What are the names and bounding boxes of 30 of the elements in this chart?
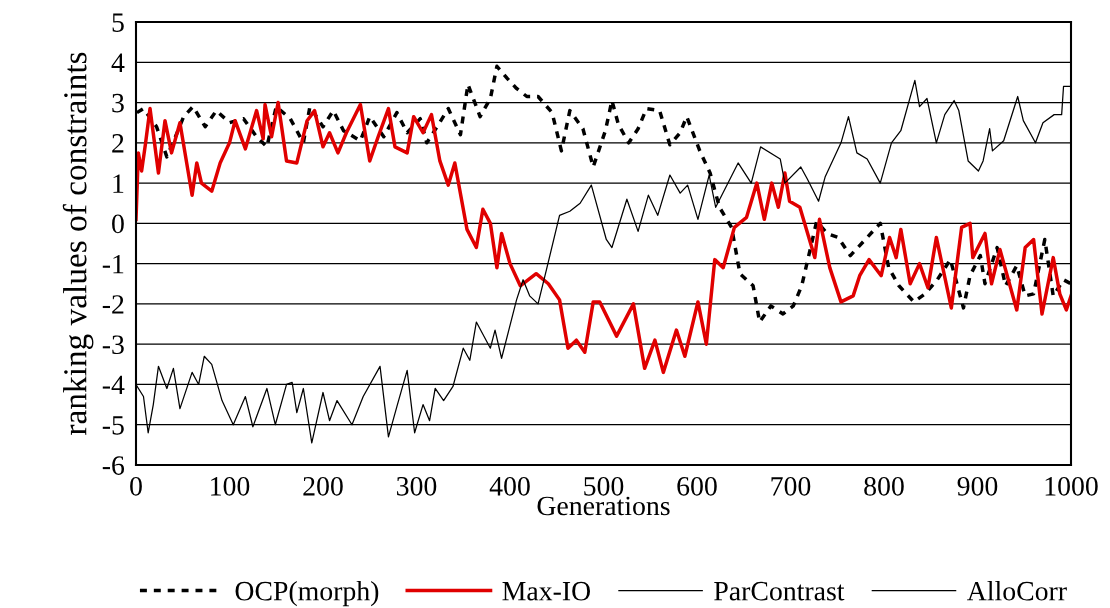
x-tick-label: 200: [303, 476, 343, 496]
y-tick-label: 5: [112, 13, 124, 32]
y-tick-label: -3: [102, 335, 124, 355]
x-tick-label: 0: [130, 476, 142, 496]
y-tick-label: 3: [112, 93, 124, 113]
x-tick-label: 600: [677, 476, 717, 496]
y-tick-label: 0: [112, 214, 124, 234]
y-tick-label: 1: [113, 174, 124, 193]
x-tick-label: 400: [489, 476, 530, 496]
legend-label: OCP(morph): [235, 580, 379, 607]
y-tick-label: 2: [112, 134, 124, 153]
x-tick-label: 300: [396, 476, 437, 496]
y-tick-label: 4: [111, 53, 125, 72]
legend-label: AlloCorr: [967, 580, 1067, 601]
line-series: [136, 100, 1071, 375]
y-tick-label: -5: [102, 416, 124, 435]
y-tick-label: -2: [102, 295, 124, 314]
legend-label: ParContrast: [714, 581, 845, 601]
y-tick-label: -1: [102, 254, 124, 274]
x-tick-label: 700: [771, 476, 811, 496]
x-tick-label: 900: [957, 476, 998, 496]
x-tick-label: 500: [584, 476, 624, 496]
x-tick-label: 100: [211, 476, 250, 496]
y-tick-label: -4: [102, 375, 125, 395]
x-tick-label: 1000: [1045, 476, 1098, 496]
x-tick-label: 800: [864, 476, 904, 496]
x-axis-title: Generations: [537, 496, 670, 516]
y-tick-label: -6: [102, 456, 125, 475]
y-axis-title: ranking values of constraints: [62, 52, 94, 435]
legend-label: Max-IO: [502, 581, 591, 601]
